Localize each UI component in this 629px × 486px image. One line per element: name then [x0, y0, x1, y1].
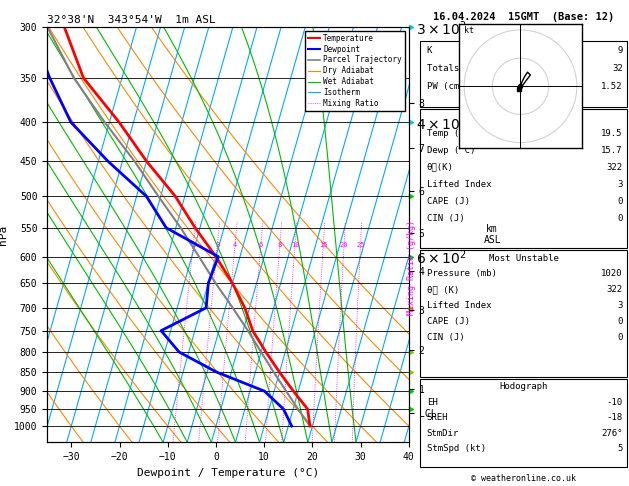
Text: Lifted Index: Lifted Index [426, 180, 491, 189]
Text: 322: 322 [606, 285, 623, 295]
Bar [420, 379, 627, 467]
X-axis label: Dewpoint / Temperature (°C): Dewpoint / Temperature (°C) [137, 468, 319, 478]
Bar [420, 109, 627, 248]
Text: 1020: 1020 [601, 269, 623, 278]
Text: 0: 0 [617, 333, 623, 343]
Text: kt: kt [464, 26, 474, 35]
Text: 3: 3 [617, 180, 623, 189]
Text: 276°: 276° [601, 429, 623, 438]
Text: 1.52: 1.52 [601, 82, 623, 91]
Text: K: K [426, 46, 432, 55]
Text: SREH: SREH [426, 413, 448, 422]
Text: CAPE (J): CAPE (J) [426, 317, 470, 327]
Text: 20: 20 [340, 243, 348, 248]
Text: θᴇ(K): θᴇ(K) [426, 163, 454, 172]
Text: 16.04.2024  15GMT  (Base: 12): 16.04.2024 15GMT (Base: 12) [433, 12, 615, 22]
Text: CIN (J): CIN (J) [426, 214, 464, 223]
Text: 10: 10 [291, 243, 299, 248]
Text: 5: 5 [617, 444, 623, 453]
Text: Totals Totals: Totals Totals [426, 64, 496, 73]
Text: 3: 3 [617, 301, 623, 311]
Text: Temp (°C): Temp (°C) [426, 129, 475, 138]
Text: 6: 6 [259, 243, 263, 248]
Text: Mixing Ratio (g/kg): Mixing Ratio (g/kg) [408, 220, 416, 315]
Text: -18: -18 [606, 413, 623, 422]
Text: 15: 15 [319, 243, 328, 248]
Text: 3: 3 [215, 243, 220, 248]
Y-axis label: km
ASL: km ASL [484, 224, 501, 245]
Text: 0: 0 [617, 317, 623, 327]
Text: StmSpd (kt): StmSpd (kt) [426, 444, 486, 453]
Bar [420, 250, 627, 377]
Text: Lifted Index: Lifted Index [426, 301, 491, 311]
Bar [420, 41, 627, 107]
Text: 8: 8 [277, 243, 282, 248]
Text: StmDir: StmDir [426, 429, 459, 438]
Text: Most Unstable: Most Unstable [489, 254, 559, 263]
Text: 2: 2 [191, 243, 196, 248]
Text: EH: EH [426, 398, 437, 407]
Text: θᴇ (K): θᴇ (K) [426, 285, 459, 295]
Text: 4: 4 [233, 243, 237, 248]
Text: PW (cm): PW (cm) [426, 82, 464, 91]
Text: CIN (J): CIN (J) [426, 333, 464, 343]
Legend: Temperature, Dewpoint, Parcel Trajectory, Dry Adiabat, Wet Adiabat, Isotherm, Mi: Temperature, Dewpoint, Parcel Trajectory… [305, 31, 405, 111]
Y-axis label: hPa: hPa [0, 225, 8, 244]
Text: Hodograph: Hodograph [499, 382, 548, 391]
Text: Dewp (°C): Dewp (°C) [426, 146, 475, 155]
Text: © weatheronline.co.uk: © weatheronline.co.uk [471, 474, 576, 483]
Text: Pressure (mb): Pressure (mb) [426, 269, 496, 278]
Text: -10: -10 [606, 398, 623, 407]
Text: CAPE (J): CAPE (J) [426, 197, 470, 206]
Text: 0: 0 [617, 214, 623, 223]
Text: 9: 9 [617, 46, 623, 55]
Text: 19.5: 19.5 [601, 129, 623, 138]
Text: 32: 32 [612, 64, 623, 73]
Text: 0: 0 [617, 197, 623, 206]
Text: 32°38'N  343°54'W  1m ASL: 32°38'N 343°54'W 1m ASL [47, 15, 216, 25]
Text: 322: 322 [606, 163, 623, 172]
Text: 15.7: 15.7 [601, 146, 623, 155]
Text: Surface: Surface [505, 113, 542, 122]
Text: 25: 25 [356, 243, 365, 248]
